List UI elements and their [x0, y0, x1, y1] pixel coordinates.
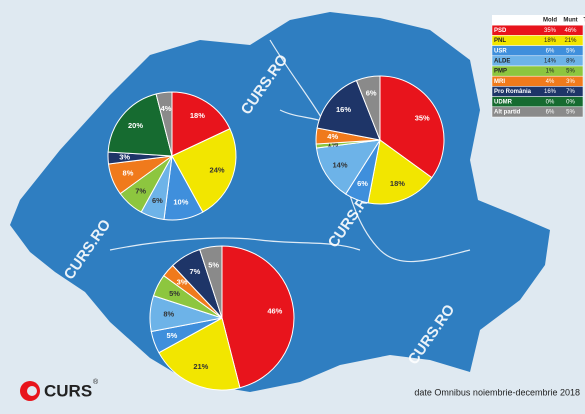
table-cell: 5%: [566, 109, 575, 115]
table-cell: 1%: [546, 69, 555, 75]
slice-label: 3%: [119, 152, 130, 161]
pie-slice: [315, 139, 381, 195]
table-row-label: MRI: [494, 79, 505, 85]
table-header: Mold: [543, 18, 557, 24]
pie-slice: [107, 93, 173, 157]
slice-label: 7%: [189, 267, 200, 276]
slice-label: 18%: [190, 111, 205, 120]
table-row-label: PMP: [494, 69, 507, 75]
table-cell: 5%: [566, 69, 575, 75]
slice-label: 4%: [327, 132, 338, 141]
slice-label: 46%: [267, 306, 282, 315]
pie-slice: [158, 317, 241, 391]
table-header: Munt: [563, 18, 577, 24]
border: [269, 39, 471, 263]
slice-label: 5%: [169, 289, 180, 298]
slice-label: 24%: [210, 166, 225, 175]
table-row-label: ALDE: [494, 58, 510, 64]
pie-slice: [221, 245, 295, 389]
table-cell: 0%: [566, 99, 575, 105]
table-cell: 4%: [546, 79, 555, 85]
slice-label: 5%: [166, 331, 177, 340]
table-row-label: PSD: [494, 28, 507, 34]
logo-text: CURS: [44, 381, 92, 400]
slice-label: 4%: [161, 104, 172, 113]
slice-label: 10%: [173, 198, 188, 207]
slice-label: 5%: [208, 260, 219, 269]
slice-label: 14%: [333, 160, 348, 169]
slice-label: 18%: [390, 179, 405, 188]
table-cell: 8%: [566, 58, 575, 64]
logo-registered: ®: [93, 378, 99, 386]
pie-slice: [171, 91, 231, 157]
table-row-bg: [491, 106, 584, 118]
table-cell: 21%: [564, 38, 577, 44]
pie-slice: [316, 79, 381, 141]
slice-label: 21%: [193, 362, 208, 371]
pie-slice: [355, 75, 381, 141]
table-cell: 46%: [564, 28, 577, 34]
table-cell: 16%: [544, 89, 557, 95]
table-row-label: Alt partid: [494, 109, 521, 115]
table-cell: 35%: [544, 28, 557, 34]
pie-slice: [367, 139, 433, 205]
legend-table: MoldMuntTransPSD35%46%18%PNL18%21%24%USR…: [491, 15, 585, 118]
pie-slice: [155, 91, 173, 157]
source: date Omnibus noiembrie-decembrie 2018: [414, 387, 580, 397]
slice-label: 8%: [123, 168, 134, 177]
pie-slice: [379, 75, 445, 179]
slice-label: 1%: [327, 139, 338, 148]
table-cell: 0%: [546, 99, 555, 105]
table-header-bg: [492, 15, 585, 26]
table-cell: 18%: [544, 38, 557, 44]
logo-icon: [27, 386, 37, 396]
table-cell: 14%: [544, 58, 557, 64]
table-row-label: PNL: [494, 38, 506, 44]
slice-label: 7%: [135, 187, 146, 196]
table-row-label: Pro România: [494, 89, 532, 95]
border: [109, 237, 361, 251]
slice-label: 6%: [366, 88, 377, 97]
slice-label: 35%: [415, 113, 430, 122]
slice-label: 6%: [152, 196, 163, 205]
pie-slice: [199, 245, 223, 319]
slice-label: 8%: [163, 310, 174, 319]
table-cell: 6%: [546, 48, 555, 54]
pie-slice: [171, 128, 237, 213]
slice-label: 16%: [336, 105, 351, 114]
table-cell: 6%: [546, 109, 555, 115]
table-row-label: USR: [494, 48, 507, 54]
slice-label: 20%: [128, 121, 143, 130]
table-cell: 7%: [566, 89, 575, 95]
table-cell: 5%: [566, 48, 575, 54]
table-header: Trans: [583, 18, 585, 24]
table-row-label: UDMR: [494, 99, 513, 105]
slice-label: 6%: [357, 179, 368, 188]
table-cell: 3%: [566, 79, 575, 85]
slice-label: 3%: [177, 278, 188, 287]
